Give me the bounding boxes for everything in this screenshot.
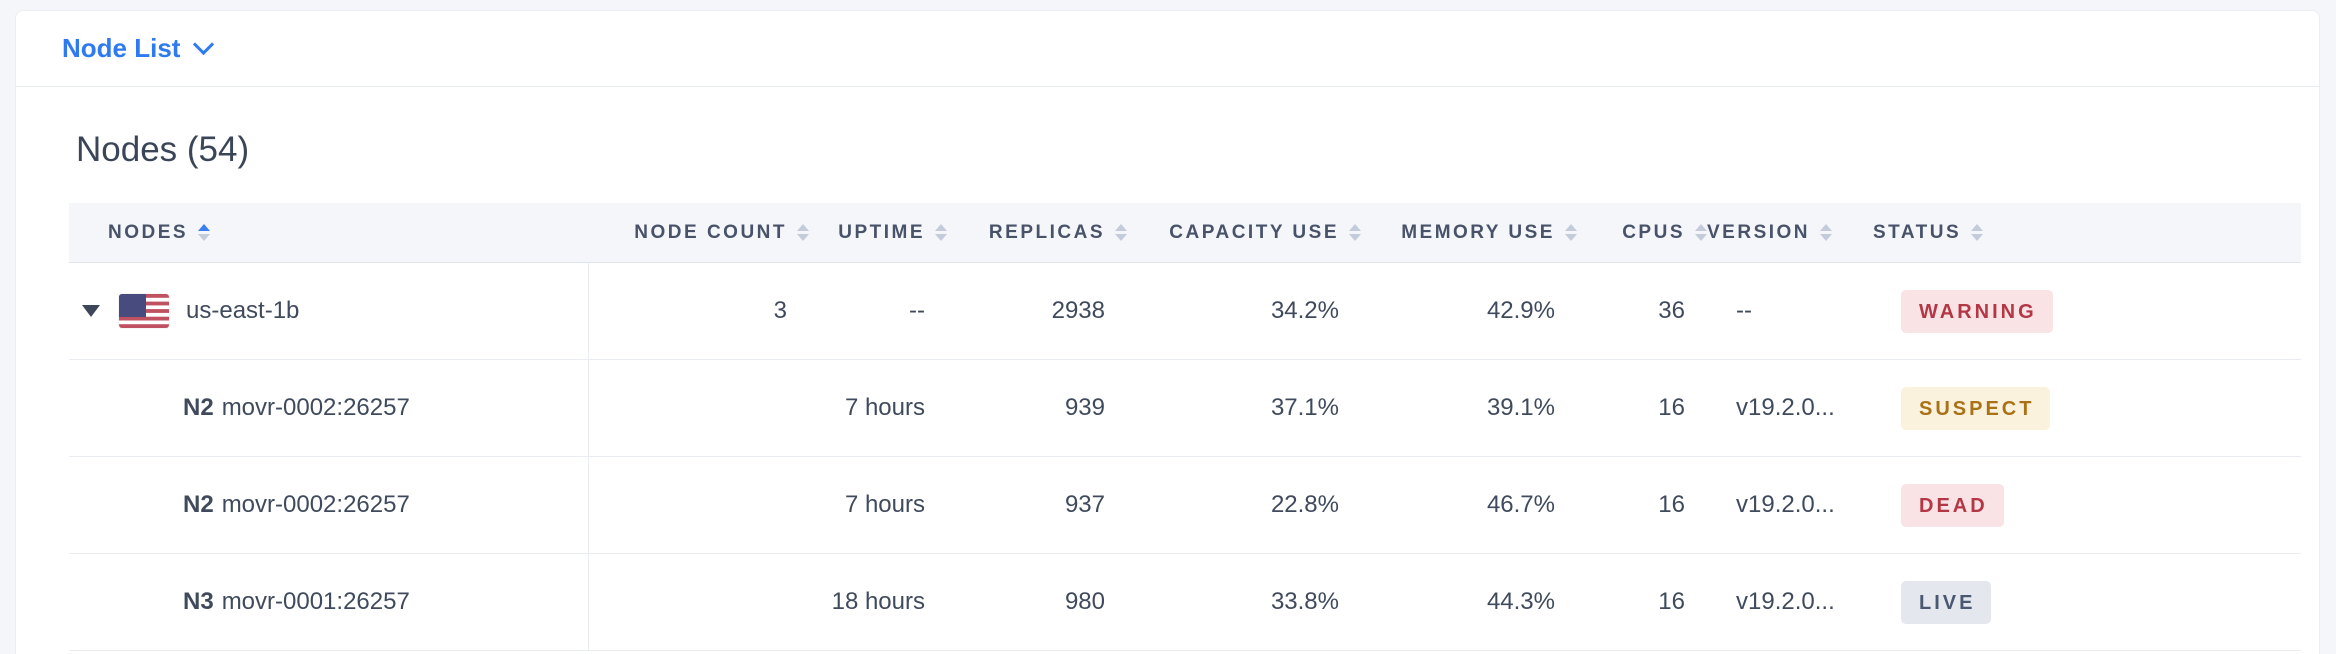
- sort-icon: [1115, 224, 1127, 241]
- status-badge: SUSPECT: [1901, 386, 2051, 430]
- status-badge: WARNING: [1901, 289, 2053, 333]
- page-title: Nodes (54): [76, 130, 250, 169]
- cell-capacity-use: 22.8%: [1270, 491, 1339, 518]
- node-id: N2: [183, 394, 214, 421]
- sort-icon: [198, 224, 211, 241]
- nodes-table: NODES NODE COUNT UPTIME REPLICAS CAPACITY US…: [69, 203, 2301, 651]
- region-name: us-east-1b: [186, 297, 300, 324]
- column-label: CAPACITY USE: [1169, 221, 1339, 243]
- cell-nodes: N3 movr-0001:26257: [69, 554, 589, 650]
- chevron-down-icon: [193, 33, 215, 56]
- column-header-nodes[interactable]: NODES: [69, 203, 589, 262]
- node-list-card: Node List Nodes (54) NODES NODE COUNT UPTI…: [15, 10, 2320, 654]
- table-row-region[interactable]: us-east-1b 3 -- 2938 34.2% 42.9% 36 -- WARNING: [69, 263, 2301, 360]
- column-header-capacity-use[interactable]: CAPACITY USE: [1127, 203, 1361, 262]
- column-header-replicas[interactable]: REPLICAS: [947, 203, 1127, 262]
- cell-cpus: 16: [1658, 394, 1685, 421]
- cell-node-count: [589, 554, 809, 650]
- cell-memory-use: 39.1%: [1486, 394, 1555, 421]
- column-header-node-count[interactable]: NODE COUNT: [589, 203, 809, 262]
- us-flag-icon: [119, 294, 169, 328]
- node-list-dropdown[interactable]: Node List: [62, 33, 215, 64]
- status-badge: LIVE: [1901, 580, 1992, 624]
- sort-icon: [935, 224, 947, 241]
- column-header-cpus[interactable]: CPUS: [1577, 203, 1707, 262]
- cell-status: DEAD: [1873, 457, 2301, 553]
- cell-version: v19.2.0...: [1736, 588, 1835, 615]
- cell-memory-use: 44.3%: [1486, 588, 1555, 615]
- table-row-node[interactable]: N2 movr-0002:26257 7 hours 937 22.8% 46.7% 16 v…: [69, 457, 2301, 554]
- cell-capacity-use: 33.8%: [1270, 588, 1339, 615]
- cell-nodes: N2 movr-0002:26257: [69, 457, 589, 553]
- cell-capacity-use: 37.1%: [1270, 394, 1339, 421]
- sort-icon: [1565, 224, 1577, 241]
- column-label: MEMORY USE: [1401, 221, 1555, 243]
- cell-replicas: 2938: [1051, 297, 1105, 324]
- cell-version: v19.2.0...: [1736, 394, 1835, 421]
- cell-uptime: 7 hours: [844, 491, 925, 518]
- cell-node-count: 3: [773, 297, 787, 324]
- node-address: movr-0002:26257: [221, 491, 410, 518]
- cell-memory-use: 42.9%: [1486, 297, 1555, 324]
- sort-icon: [1695, 224, 1707, 241]
- node-address: movr-0001:26257: [221, 588, 410, 615]
- cell-uptime: 18 hours: [831, 588, 925, 615]
- cell-cpus: 16: [1658, 588, 1685, 615]
- column-label: UPTIME: [838, 221, 925, 243]
- cell-status: LIVE: [1873, 554, 2301, 650]
- cell-capacity-use: 34.2%: [1270, 297, 1339, 324]
- cell-status: WARNING: [1873, 263, 2301, 359]
- cell-node-count: [589, 360, 809, 456]
- column-header-version[interactable]: VERSION: [1707, 203, 1873, 262]
- column-label: VERSION: [1707, 221, 1811, 243]
- sort-icon: [1971, 224, 1984, 241]
- cell-version: --: [1736, 297, 1752, 324]
- cell-node-count: [589, 457, 809, 553]
- column-header-status[interactable]: STATUS: [1873, 203, 2301, 262]
- table-header-row: NODES NODE COUNT UPTIME REPLICAS CAPACITY US…: [69, 203, 2301, 263]
- node-id: N2: [183, 491, 214, 518]
- sort-icon: [1349, 224, 1361, 241]
- cell-cpus: 16: [1658, 491, 1685, 518]
- status-badge: DEAD: [1901, 483, 2004, 527]
- cell-status: SUSPECT: [1873, 360, 2301, 456]
- column-label: NODES: [108, 221, 189, 243]
- card-header: Node List: [16, 11, 2319, 87]
- column-label: STATUS: [1873, 221, 1962, 243]
- node-list-dropdown-label: Node List: [62, 33, 181, 63]
- column-header-uptime[interactable]: UPTIME: [809, 203, 947, 262]
- cell-cpus: 36: [1658, 297, 1685, 324]
- sort-icon: [1820, 224, 1833, 241]
- cell-nodes: us-east-1b: [69, 263, 589, 359]
- column-label: NODE COUNT: [634, 221, 787, 243]
- table-row-node[interactable]: N2 movr-0002:26257 7 hours 939 37.1% 39.1% 16 v…: [69, 360, 2301, 457]
- cell-uptime: 7 hours: [844, 394, 925, 421]
- column-header-memory-use[interactable]: MEMORY USE: [1361, 203, 1577, 262]
- cell-memory-use: 46.7%: [1486, 491, 1555, 518]
- table-row-node[interactable]: N3 movr-0001:26257 18 hours 980 33.8% 44.3% 16…: [69, 554, 2301, 651]
- cell-replicas: 939: [1064, 394, 1105, 421]
- node-id: N3: [183, 588, 214, 615]
- column-label: REPLICAS: [988, 221, 1105, 243]
- node-address: movr-0002:26257: [221, 394, 410, 421]
- sort-icon: [797, 224, 809, 241]
- cell-version: v19.2.0...: [1736, 491, 1835, 518]
- collapse-caret-icon[interactable]: [82, 305, 100, 317]
- cell-uptime: --: [909, 297, 925, 324]
- cell-nodes: N2 movr-0002:26257: [69, 360, 589, 456]
- cell-replicas: 980: [1064, 588, 1105, 615]
- cell-replicas: 937: [1064, 491, 1105, 518]
- column-label: CPUS: [1622, 221, 1685, 243]
